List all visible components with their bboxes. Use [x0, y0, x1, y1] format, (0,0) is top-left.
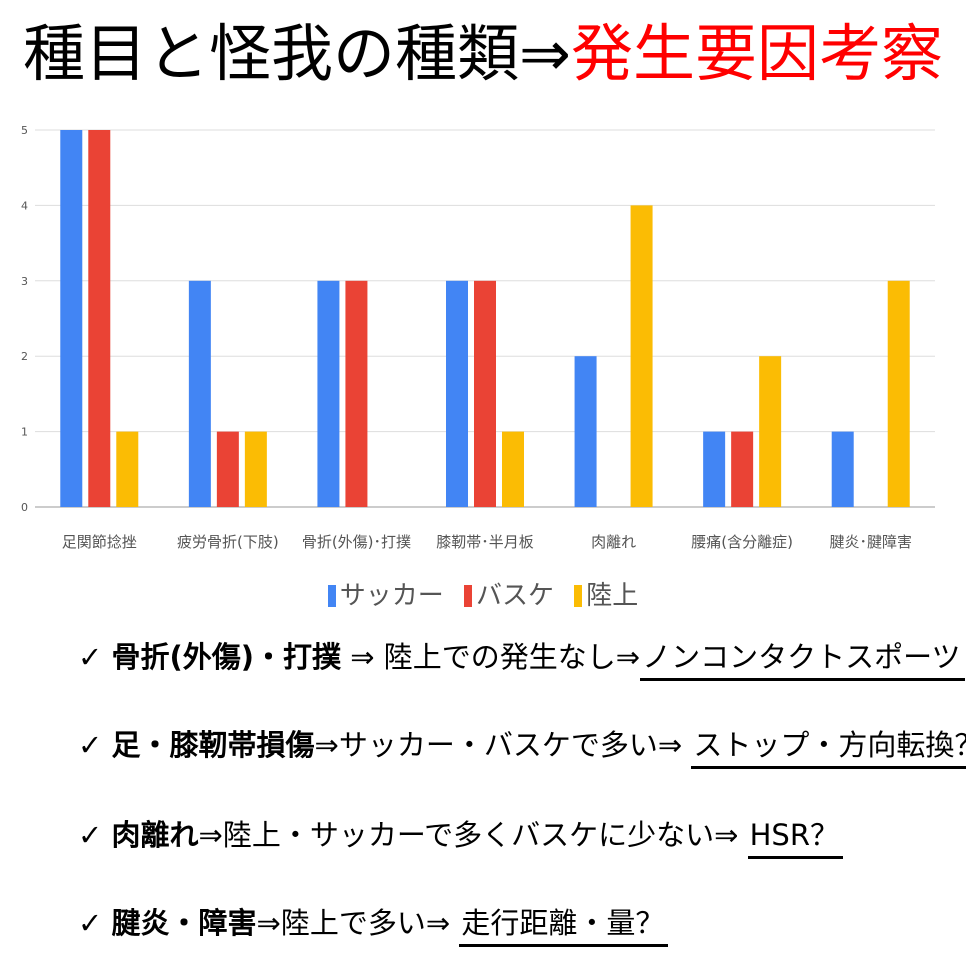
bar-1-7: [831, 431, 854, 507]
title-black: 種目と怪我の種類⇒: [23, 17, 571, 90]
bar-1-3: [317, 280, 340, 507]
legend-swatch: [574, 585, 583, 607]
legend-item-basketball: バスケ: [463, 575, 554, 612]
bar-2-1: [88, 130, 111, 507]
bullet-conclusion: ノンコンタクトスポーツ: [640, 640, 965, 681]
check-icon: ✓: [78, 728, 103, 762]
bar-2-6: [731, 431, 754, 507]
bullet-text: ⇒サッカー・バスケで多い⇒: [314, 728, 692, 762]
y-tick-label: 5: [21, 124, 28, 137]
title-highlight: 発生要因考察: [570, 17, 943, 90]
bullet-conclusion: 走行距離・量？: [459, 906, 669, 947]
bar-3-5: [630, 205, 653, 507]
x-tick-label: 足関節捻挫: [62, 533, 137, 551]
bullet-3: ✓ 肉離れ⇒陸上・サッカーで多くバスケに少ない⇒ HSR？: [78, 812, 843, 859]
bar-2-2: [216, 431, 239, 507]
y-tick-label: 3: [21, 275, 28, 288]
bar-3-1: [116, 431, 139, 507]
bar-3-4: [502, 431, 524, 507]
bullet-conclusion: HSR？: [747, 818, 843, 859]
x-tick-label: 肉離れ: [591, 533, 636, 551]
bar-2-3: [345, 280, 368, 507]
legend: サッカー バスケ 陸上: [0, 575, 966, 612]
legend-swatch: [463, 585, 472, 607]
bullet-heading: 足・膝靭帯損傷: [111, 728, 315, 762]
legend-label: 陸上: [586, 581, 639, 611]
check-icon: ✓: [78, 818, 103, 852]
y-tick-label: 1: [21, 426, 28, 439]
bullet-heading: 肉離れ: [111, 818, 199, 852]
bar-2-4: [474, 280, 496, 507]
y-tick-label: 2: [21, 350, 28, 363]
legend-swatch: [327, 585, 336, 607]
bar-3-6: [759, 356, 782, 507]
legend-label: サッカー: [339, 581, 444, 611]
y-tick-label: 4: [21, 199, 28, 212]
legend-item-track: 陸上: [574, 575, 638, 612]
bullet-conclusion: ストップ・方向転換？: [691, 728, 966, 769]
check-icon: ✓: [78, 640, 103, 674]
bar-3-7: [887, 280, 910, 507]
x-tick-label: 膝靭帯･半月板: [436, 533, 534, 551]
page-title: 種目と怪我の種類⇒発生要因考察: [0, 14, 966, 94]
bullet-text: ⇒陸上・サッカーで多くバスケに少ない⇒: [198, 818, 748, 852]
bar-1-4: [446, 280, 468, 507]
x-tick-label: 腰痛(含分離症): [691, 533, 793, 551]
bullet-heading: 腱炎・障害: [111, 906, 257, 940]
bullet-1: ✓ 骨折(外傷)・打撲 ⇒ 陸上での発生なし⇒ノンコンタクトスポーツ: [78, 634, 965, 681]
x-tick-label: 骨折(外傷)･打撲: [302, 533, 411, 551]
bullet-text: ⇒ 陸上での発生なし⇒: [341, 640, 641, 674]
x-tick-label: 腱炎･腱障害: [829, 533, 912, 551]
bar-chart: 0 1 2 3 4 5 足関節捻挫 疲労骨折(下肢) 骨折(外傷)･打撲 膝靭帯･半月板 肉離れ 腰痛…: [21, 124, 935, 551]
bullet-2: ✓ 足・膝靭帯損傷⇒サッカー・バスケで多い⇒ ストップ・方向転換？: [78, 722, 966, 769]
y-tick-label: 0: [21, 501, 28, 514]
bar-3-2: [244, 431, 267, 507]
bullet-4: ✓ 腱炎・障害⇒陸上で多い⇒ 走行距離・量？: [78, 900, 669, 947]
bullet-text: ⇒陸上で多い⇒: [256, 906, 460, 940]
x-tick-label: 疲労骨折(下肢): [177, 533, 279, 551]
bar-1-1: [60, 130, 83, 507]
legend-label: バスケ: [475, 581, 554, 611]
check-icon: ✓: [78, 906, 103, 940]
bullet-heading: 骨折(外傷)・打撲: [111, 640, 342, 674]
bar-1-6: [703, 431, 726, 507]
bar-1-2: [188, 280, 211, 507]
legend-item-soccer: サッカー: [327, 575, 444, 612]
bar-1-5: [574, 356, 597, 507]
